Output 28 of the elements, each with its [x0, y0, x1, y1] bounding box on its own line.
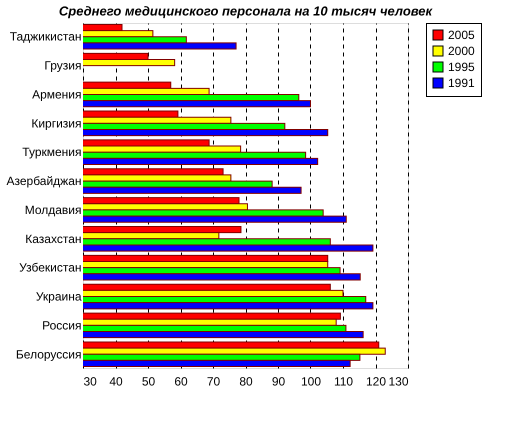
- x-tick-label: 130: [388, 374, 409, 388]
- y-tick-label: Молдавия: [24, 202, 82, 217]
- legend-label: 1991: [448, 76, 476, 90]
- x-tick-label: 90: [272, 374, 286, 388]
- legend-label: 1995: [448, 60, 476, 74]
- y-tick-label: Украина: [36, 290, 82, 304]
- y-tick-label: Киргизия: [31, 116, 82, 130]
- x-tick-label: 60: [174, 374, 188, 388]
- y-tick-label: Белоруссия: [16, 347, 82, 362]
- x-tick-label: 70: [206, 374, 220, 388]
- y-tick-label: Армения: [32, 87, 82, 102]
- x-tick-label: 100: [300, 374, 322, 388]
- x-tick-label: 120: [366, 374, 386, 388]
- y-tick-label: Казахстан: [25, 232, 82, 246]
- x-tick-label: 40: [109, 374, 123, 388]
- y-tick-label: Азербайджан: [6, 174, 82, 188]
- legend-label: 2005: [448, 28, 476, 42]
- y-tick-label: Таджикистан: [10, 30, 82, 44]
- x-tick-label: 110: [334, 374, 354, 388]
- x-tick-label: 50: [142, 374, 156, 388]
- x-tick-label: 80: [239, 374, 253, 388]
- y-tick-label: Узбекистан: [19, 260, 82, 275]
- chart-title: Среднего медицинского персонала на 10 тысяч человек: [58, 4, 434, 18]
- y-tick-label: Грузия: [44, 58, 82, 73]
- legend-label: 2000: [448, 44, 476, 58]
- y-tick-label: Туркмения: [22, 145, 82, 160]
- y-tick-label: Россия: [42, 318, 82, 332]
- x-tick-label: 30: [84, 374, 98, 388]
